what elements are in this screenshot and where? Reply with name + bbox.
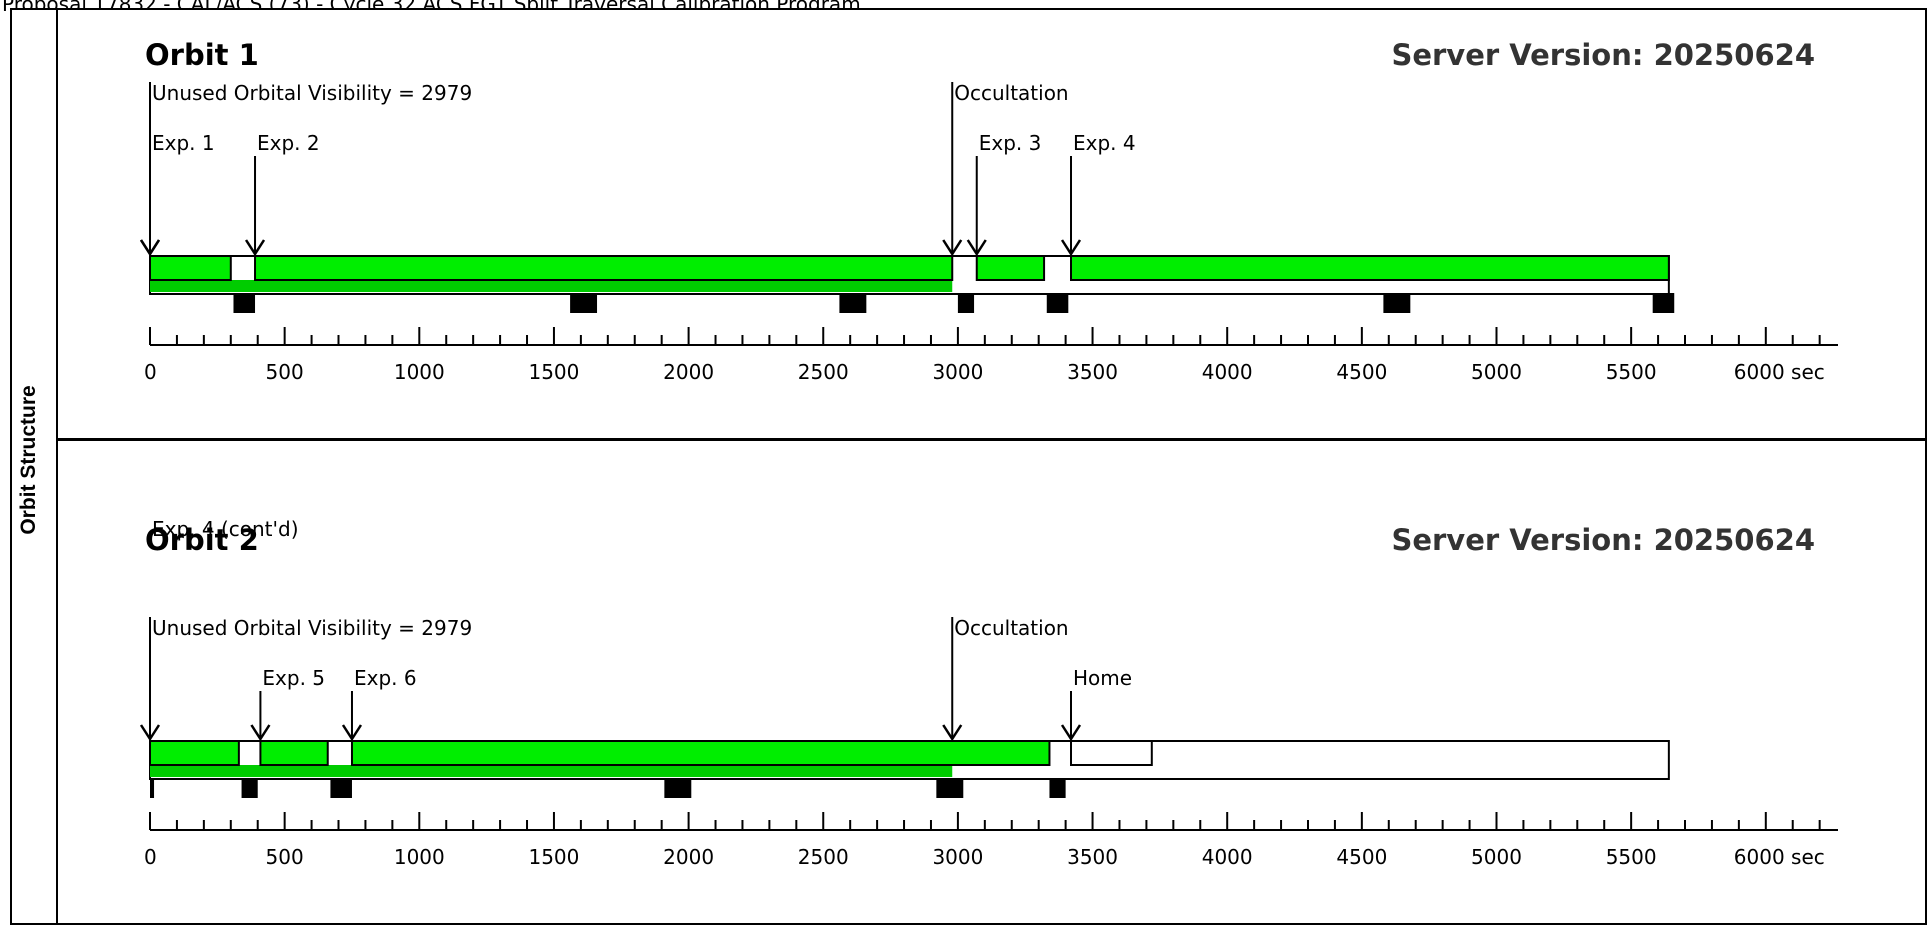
tick-label: 4000 [1202, 845, 1253, 869]
exposure-block [254, 255, 954, 281]
orbit-title: Orbit 1 [145, 38, 259, 72]
visibility-strip [150, 280, 953, 292]
tick-label: 4500 [1336, 845, 1387, 869]
occultation-label: Occultation [954, 616, 1068, 640]
timeline-marker [1046, 293, 1069, 313]
tick-label: 5500 [1606, 845, 1657, 869]
exposure-arrow [250, 691, 271, 742]
tick-label: 500 [266, 845, 304, 869]
tick-label: 2500 [798, 360, 849, 384]
exposure-arrow [1060, 156, 1082, 257]
tick-label: 500 [266, 360, 304, 384]
tick-label: 2500 [798, 845, 849, 869]
tick-label: 3000 [932, 360, 983, 384]
exposure-block [149, 255, 232, 281]
tick-label: 4500 [1336, 360, 1387, 384]
timeline-marker [664, 778, 692, 798]
tick-label: 1500 [528, 845, 579, 869]
exposure-block [975, 255, 1046, 281]
tick-label: 1000 [394, 360, 445, 384]
visibility-strip [150, 765, 953, 777]
exposure-label: Exp. 5 [262, 666, 325, 690]
exposure-label: Exp. 3 [979, 131, 1042, 155]
tick-label: 0 [144, 845, 157, 869]
exposure-label: Home [1073, 666, 1132, 690]
exposure-label: Exp. 4 [1073, 131, 1136, 155]
timeline-marker [241, 778, 258, 798]
home-block [1070, 740, 1153, 766]
unused-visibility-arrow [139, 617, 161, 742]
unused-visibility-label: Unused Orbital Visibility = 2979 [152, 616, 472, 640]
tick-label: 1500 [528, 360, 579, 384]
timeline-marker [1383, 293, 1411, 313]
exposure-arrow [1060, 691, 1082, 742]
tick-label: 4000 [1202, 360, 1253, 384]
tick-label: 2000 [663, 845, 714, 869]
tick-label: 5500 [1606, 360, 1657, 384]
exposure-arrow [244, 156, 266, 257]
timeline-marker [839, 293, 867, 313]
timeline-marker [570, 293, 598, 313]
orbit-title: Orbit 2 [145, 523, 259, 557]
tick-label: 2000 [663, 360, 714, 384]
exposure-arrow [966, 156, 987, 257]
timeline-marker [150, 778, 155, 798]
exposure-arrow [139, 156, 161, 257]
exposure-block [149, 740, 240, 766]
occultation-arrow [942, 617, 963, 742]
tick-label: 3500 [1067, 845, 1118, 869]
timeline-marker [957, 293, 975, 313]
timeline-marker [1049, 778, 1066, 798]
tick-label: 0 [144, 360, 157, 384]
cont-label: Exp. 4 (cont'd) [152, 517, 299, 541]
tick-label: 5000 [1471, 360, 1522, 384]
timeline-marker [936, 778, 964, 798]
exposure-block [1070, 255, 1670, 281]
tick-label: 1000 [394, 845, 445, 869]
exposure-arrow [341, 691, 363, 742]
occultation-arrow [942, 82, 963, 257]
exposure-block [350, 740, 1051, 766]
tick-label: 6000 sec [1734, 360, 1825, 384]
side-panel [10, 8, 58, 925]
exposure-block [259, 740, 329, 766]
exposure-label: Exp. 1 [152, 131, 215, 155]
tick-label: 5000 [1471, 845, 1522, 869]
tick-label: 3500 [1067, 360, 1118, 384]
tick-label: 6000 sec [1734, 845, 1825, 869]
exposure-label: Exp. 2 [257, 131, 320, 155]
timeline-marker [233, 293, 256, 313]
occultation-label: Occultation [954, 81, 1068, 105]
timeline-marker [330, 778, 352, 798]
tick-label: 3000 [932, 845, 983, 869]
server-version: Server Version: 20250624 [1391, 523, 1815, 557]
timeline-marker [1652, 293, 1675, 313]
orbit-divider [58, 438, 1927, 441]
server-version: Server Version: 20250624 [1391, 38, 1815, 72]
unused-visibility-label: Unused Orbital Visibility = 2979 [152, 81, 472, 105]
exposure-label: Exp. 6 [354, 666, 417, 690]
